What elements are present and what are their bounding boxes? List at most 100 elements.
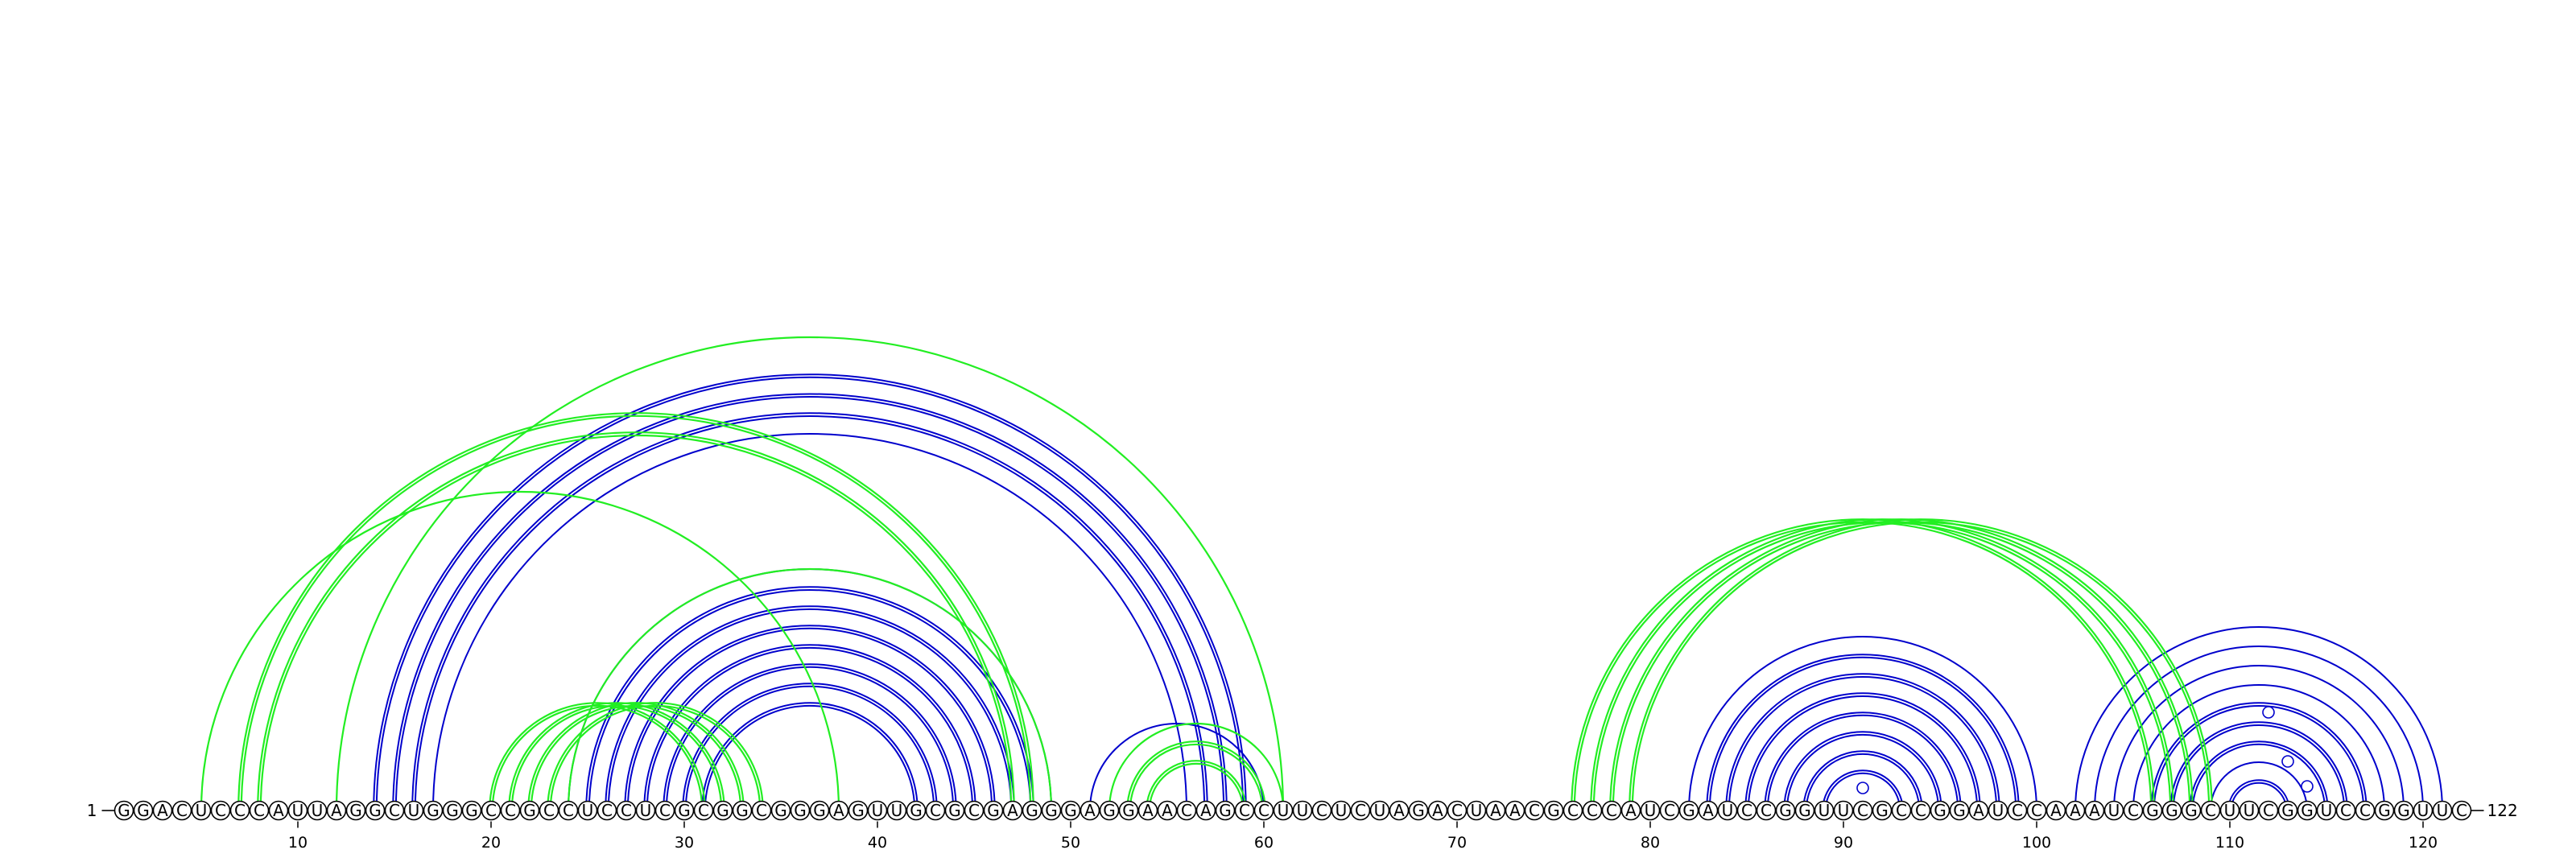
nucleotide-18: G xyxy=(442,800,463,821)
nucleotide-label-72: A xyxy=(1490,801,1501,820)
nucleotide-13: G xyxy=(345,800,366,821)
nucleotide-114: G xyxy=(2297,800,2318,821)
nucleotide-14: G xyxy=(365,800,386,821)
nucleotide-circle-90 xyxy=(1833,800,1854,821)
nucleotide-circle-63 xyxy=(1311,800,1332,821)
arc-blue-84-98-1 xyxy=(1725,673,2000,811)
nucleotide-label-57: A xyxy=(1200,801,1212,820)
nucleotide-label-82: G xyxy=(1682,801,1695,820)
nucleotide-27: C xyxy=(616,800,637,821)
nucleotide-circle-64 xyxy=(1331,800,1352,821)
nucleotide-109: C xyxy=(2200,800,2221,821)
nucleotide-label-111: U xyxy=(2244,801,2256,820)
nucleotide-circle-14 xyxy=(365,800,386,821)
arc-blue-86-96-1 xyxy=(1764,712,1962,811)
arc-green-76-106-0 xyxy=(1573,521,2153,811)
nucleotide-circle-31 xyxy=(693,800,714,821)
nucleotide-66: U xyxy=(1369,800,1390,821)
nucleotide-circle-82 xyxy=(1678,800,1699,821)
nucleotide-label-24: C xyxy=(563,801,574,820)
nucleotide-circle-62 xyxy=(1292,800,1313,821)
nucleotide-circle-76 xyxy=(1563,800,1583,821)
nucleotide-circle-106 xyxy=(2142,800,2163,821)
hairpin-markers-layer xyxy=(1856,706,2314,794)
nucleotide-label-35: G xyxy=(774,801,787,820)
nucleotide-circle-122 xyxy=(2451,800,2472,821)
nucleotide-circle-98 xyxy=(1988,800,2008,821)
nucleotide-circle-71 xyxy=(1466,800,1487,821)
arc-blue-24-49 xyxy=(568,568,1052,811)
arc-green-77-107-0 xyxy=(1592,521,2172,811)
nucleotide-circle-109 xyxy=(2200,800,2221,821)
nucleotide-26: C xyxy=(597,800,617,821)
arc-blue-107-116-1 xyxy=(2169,721,2348,811)
arc-blue-25-48-1 xyxy=(585,586,1034,811)
nucleotide-37: G xyxy=(809,800,830,821)
nucleotide-circle-9 xyxy=(268,800,289,821)
nucleotide-circle-113 xyxy=(2277,800,2298,821)
nucleotide-label-114: G xyxy=(2301,801,2314,820)
nucleotide-circle-50 xyxy=(1060,800,1081,821)
arc-blue-28-45-0 xyxy=(646,646,974,811)
nucleotide-label-55: A xyxy=(1162,801,1173,820)
arc-green-52-61 xyxy=(1108,722,1285,811)
nucleotide-102: A xyxy=(2065,800,2086,821)
nucleotide-label-8: C xyxy=(254,801,265,820)
tick-label-110: 110 xyxy=(2215,834,2244,852)
nucleotide-36: G xyxy=(790,800,811,821)
nucleotide-label-86: C xyxy=(1761,801,1772,820)
nucleotide-circle-42 xyxy=(906,800,927,821)
nucleotide-20: C xyxy=(481,800,502,821)
nucleotide-label-65: C xyxy=(1355,801,1366,820)
nucleotide-circle-69 xyxy=(1427,800,1448,821)
nucleotide-label-61: U xyxy=(1278,801,1290,820)
arcs-layer xyxy=(200,336,2443,811)
arc-blue-27-46-0 xyxy=(626,627,993,811)
nucleotide-71: U xyxy=(1466,800,1487,821)
nucleotide-circle-94 xyxy=(1910,800,1931,821)
arc-blue-14-59-0 xyxy=(375,376,1245,811)
nucleotide-circle-35 xyxy=(770,800,791,821)
nucleotide-98: U xyxy=(1988,800,2008,821)
nucleotide-circle-119 xyxy=(2393,800,2414,821)
nucleotide-label-50: G xyxy=(1064,801,1077,820)
nucleotide-label-80: U xyxy=(1645,801,1657,820)
nucleotide-circle-80 xyxy=(1640,800,1661,821)
nucleotide-label-98: U xyxy=(1992,801,2004,820)
nucleotide-19: G xyxy=(461,800,482,821)
arc-blue-30-43-1 xyxy=(682,683,938,811)
nucleotide-label-78: C xyxy=(1606,801,1617,820)
nucleotide-circle-117 xyxy=(2355,800,2376,821)
arc-blue-16-57-0 xyxy=(414,415,1206,811)
nucleotide-label-40: U xyxy=(872,801,884,820)
nucleotide-label-31: C xyxy=(698,801,709,820)
nucleotide-79: A xyxy=(1620,800,1641,821)
nucleotide-circle-46 xyxy=(983,800,1004,821)
nucleotide-circle-116 xyxy=(2335,800,2356,821)
nucleotide-21: C xyxy=(500,800,521,821)
nucleotide-label-64: U xyxy=(1335,801,1348,820)
nucleotide-51: A xyxy=(1080,800,1100,821)
nucleotide-label-60: C xyxy=(1258,801,1269,820)
arc-green-23-34-0 xyxy=(549,704,762,811)
arc-green-53-60-0 xyxy=(1129,743,1264,811)
nucleotide-label-104: U xyxy=(2108,801,2120,820)
nucleotide-circle-65 xyxy=(1350,800,1371,821)
nucleotide-circle-36 xyxy=(790,800,811,821)
nucleotide-28: U xyxy=(635,800,656,821)
nucleotide-label-56: C xyxy=(1181,801,1192,820)
nucleotide-22: G xyxy=(519,800,540,821)
nucleotide-circle-110 xyxy=(2219,800,2240,821)
nucleotide-label-74: C xyxy=(1529,801,1540,820)
nucleotide-label-110: U xyxy=(2224,801,2236,820)
nucleotide-55: A xyxy=(1157,800,1178,821)
nucleotide-label-115: U xyxy=(2321,801,2333,820)
nucleotide-89: U xyxy=(1814,800,1835,821)
nucleotide-106: G xyxy=(2142,800,2163,821)
nucleotide-57: A xyxy=(1195,800,1216,821)
arc-green-24-49 xyxy=(567,567,1053,811)
nucleotide-87: G xyxy=(1775,800,1796,821)
nucleotide-38: A xyxy=(828,800,849,821)
nucleotide-label-81: C xyxy=(1664,801,1675,820)
